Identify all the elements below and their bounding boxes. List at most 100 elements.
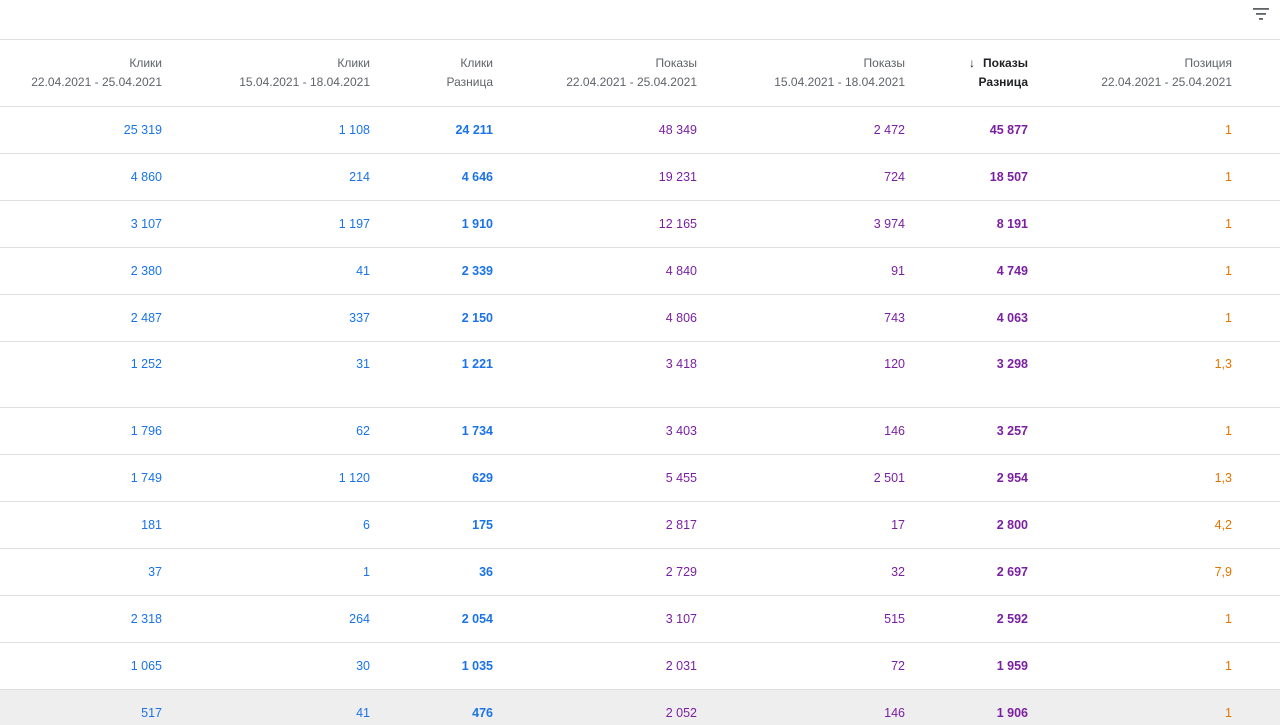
cell-clicks-current: 4 860 [0,153,170,201]
cell-position-current: 1 [1036,595,1240,643]
cell-spacer [1240,595,1280,643]
cell-position-current: 1,3 [1036,341,1240,408]
cell-impressions-current: 4 806 [501,294,705,342]
cell-clicks-previous: 1 108 [170,106,378,154]
table-row[interactable]: 1 796 62 1 734 3 403 146 3 257 1 [0,407,1280,455]
cell-clicks-diff: 2 339 [378,247,501,295]
cell-impressions-current: 2 031 [501,642,705,690]
cell-spacer [1240,247,1280,295]
cell-impressions-diff: 1 959 [913,642,1036,690]
cell-clicks-previous: 41 [170,689,378,725]
cell-clicks-previous: 31 [170,341,378,408]
cell-impressions-diff: 3 257 [913,407,1036,455]
cell-clicks-diff: 2 150 [378,294,501,342]
cell-clicks-current: 1 252 [0,341,170,408]
cell-impressions-diff: 1 906 [913,689,1036,725]
cell-clicks-current: 517 [0,689,170,725]
table-header-row: Клики 22.04.2021 - 25.04.2021 Клики 15.0… [0,40,1280,107]
cell-clicks-current: 3 107 [0,200,170,248]
arrow-down-icon: ↓ [969,56,975,70]
cell-impressions-diff: 4 063 [913,294,1036,342]
table-row[interactable]: 37 1 36 2 729 32 2 697 7,9 [0,548,1280,596]
cell-clicks-current: 1 796 [0,407,170,455]
cell-clicks-previous: 41 [170,247,378,295]
cell-position-current: 1,3 [1036,454,1240,502]
cell-clicks-previous: 264 [170,595,378,643]
table-row[interactable]: 1 252 31 1 221 3 418 120 3 298 1,3 [0,341,1280,408]
table-row[interactable]: 2 380 41 2 339 4 840 91 4 749 1 [0,247,1280,295]
cell-clicks-current: 1 065 [0,642,170,690]
cell-impressions-diff: 45 877 [913,106,1036,154]
cell-impressions-current: 4 840 [501,247,705,295]
cell-impressions-previous: 2 501 [705,454,913,502]
column-header-spacer [1240,40,1280,107]
cell-impressions-diff: 3 298 [913,341,1036,408]
cell-impressions-diff: 8 191 [913,200,1036,248]
table-row[interactable]: 2 318 264 2 054 3 107 515 2 592 1 [0,595,1280,643]
cell-impressions-current: 12 165 [501,200,705,248]
cell-impressions-current: 2 817 [501,501,705,549]
cell-clicks-previous: 337 [170,294,378,342]
cell-impressions-diff: 4 749 [913,247,1036,295]
table-row[interactable]: 1 749 1 120 629 5 455 2 501 2 954 1,3 [0,454,1280,502]
cell-impressions-previous: 2 472 [705,106,913,154]
cell-clicks-previous: 1 120 [170,454,378,502]
table-row[interactable]: 4 860 214 4 646 19 231 724 18 507 1 [0,153,1280,201]
cell-clicks-diff: 175 [378,501,501,549]
cell-clicks-diff: 1 734 [378,407,501,455]
cell-clicks-diff: 36 [378,548,501,596]
cell-spacer [1240,454,1280,502]
filter-list-icon[interactable] [1250,4,1274,24]
cell-impressions-previous: 724 [705,153,913,201]
cell-clicks-previous: 214 [170,153,378,201]
cell-position-current: 1 [1036,106,1240,154]
cell-impressions-previous: 91 [705,247,913,295]
cell-impressions-diff: 2 592 [913,595,1036,643]
cell-impressions-previous: 120 [705,341,913,408]
cell-spacer [1240,689,1280,725]
cell-clicks-diff: 4 646 [378,153,501,201]
cell-position-current: 1 [1036,200,1240,248]
table-toolbar [0,0,1280,40]
cell-impressions-previous: 146 [705,407,913,455]
cell-clicks-diff: 2 054 [378,595,501,643]
cell-clicks-diff: 1 910 [378,200,501,248]
cell-clicks-current: 37 [0,548,170,596]
table-row[interactable]: 3 107 1 197 1 910 12 165 3 974 8 191 1 [0,200,1280,248]
column-header-impressions-current[interactable]: Показы 22.04.2021 - 25.04.2021 [501,40,705,107]
column-header-clicks-current[interactable]: Клики 22.04.2021 - 25.04.2021 [0,40,170,107]
cell-position-current: 1 [1036,153,1240,201]
cell-clicks-diff: 24 211 [378,106,501,154]
cell-clicks-previous: 1 [170,548,378,596]
cell-impressions-diff: 2 954 [913,454,1036,502]
column-header-impressions-previous[interactable]: Показы 15.04.2021 - 18.04.2021 [705,40,913,107]
cell-clicks-diff: 629 [378,454,501,502]
cell-spacer [1240,106,1280,154]
table-row[interactable]: 2 487 337 2 150 4 806 743 4 063 1 [0,294,1280,342]
cell-clicks-current: 2 380 [0,247,170,295]
cell-position-current: 1 [1036,294,1240,342]
cell-clicks-previous: 30 [170,642,378,690]
column-header-position-current[interactable]: Позиция 22.04.2021 - 25.04.2021 [1036,40,1240,107]
table-row[interactable]: 517 41 476 2 052 146 1 906 1 [0,689,1280,725]
cell-position-current: 1 [1036,247,1240,295]
cell-impressions-previous: 515 [705,595,913,643]
column-header-clicks-diff[interactable]: Клики Разница [378,40,501,107]
cell-impressions-previous: 72 [705,642,913,690]
cell-clicks-previous: 1 197 [170,200,378,248]
cell-impressions-previous: 743 [705,294,913,342]
cell-impressions-current: 3 418 [501,341,705,408]
column-header-impressions-diff[interactable]: ↓ Показы Разница [913,40,1036,107]
table-row[interactable]: 181 6 175 2 817 17 2 800 4,2 [0,501,1280,549]
cell-impressions-previous: 3 974 [705,200,913,248]
table-row[interactable]: 25 319 1 108 24 211 48 349 2 472 45 877 1 [0,106,1280,154]
cell-clicks-current: 2 318 [0,595,170,643]
performance-table: Клики 22.04.2021 - 25.04.2021 Клики 15.0… [0,40,1280,725]
cell-position-current: 1 [1036,407,1240,455]
cell-clicks-previous: 62 [170,407,378,455]
cell-position-current: 1 [1036,642,1240,690]
cell-clicks-previous: 6 [170,501,378,549]
column-header-clicks-previous[interactable]: Клики 15.04.2021 - 18.04.2021 [170,40,378,107]
table-row[interactable]: 1 065 30 1 035 2 031 72 1 959 1 [0,642,1280,690]
